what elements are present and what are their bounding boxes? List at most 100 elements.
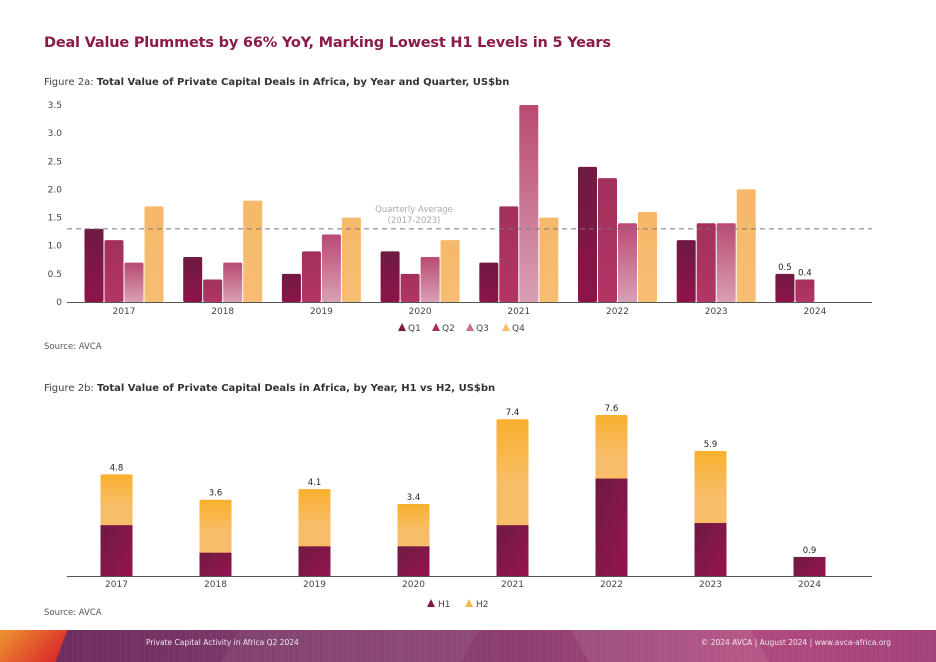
bar-h2-2020 (397, 503, 430, 548)
legend-triangle-icon (427, 599, 435, 607)
bar-q3-2022 (618, 223, 637, 302)
y-tick-label: 3.0 (48, 129, 63, 139)
bar-q4-2019 (341, 217, 361, 302)
bar-q2-2017 (104, 240, 124, 302)
figure-2a-title: Figure 2a: Total Value of Private Capita… (44, 77, 509, 88)
page-headline: Deal Value Plummets by 66% YoY, Marking … (44, 35, 611, 51)
y-tick-label: 2.5 (48, 157, 62, 167)
bar-q1-2017 (84, 228, 104, 302)
bar-q1-2021 (479, 262, 499, 302)
total-label: 3.4 (407, 493, 421, 503)
bar-q2-2022 (598, 178, 617, 302)
legend-label: Q2 (442, 324, 455, 334)
bar-q3-2023 (716, 223, 736, 302)
x-tick-label: 2019 (303, 580, 326, 590)
x-tick-label: 2023 (705, 307, 728, 317)
x-tick-label: 2022 (600, 580, 623, 590)
quarterly-average-label: Quarterly Average (375, 205, 453, 215)
legend-label: Q3 (476, 324, 489, 334)
bar-q1-2022 (578, 166, 597, 302)
bar-q3-2017 (124, 262, 144, 302)
total-label: 7.4 (506, 408, 520, 418)
bar-h1-2020 (397, 546, 430, 576)
quarterly-average-period: (2017-2023) (388, 216, 441, 226)
legend-item-h2: H2 (465, 599, 489, 610)
bar-q1-2024 (775, 273, 795, 302)
bar-q4-2020 (440, 240, 460, 302)
bar-h2-2022 (595, 415, 628, 480)
footer-pattern (0, 630, 936, 662)
legend-item-h1: H1 (427, 599, 451, 610)
total-label: 5.9 (704, 440, 718, 450)
x-tick-label: 2024 (803, 307, 826, 317)
bar-h2-2018 (199, 499, 232, 554)
bar-q2-2021 (499, 206, 519, 302)
x-tick-label: 2021 (507, 307, 530, 317)
x-tick-label: 2023 (699, 580, 722, 590)
bar-q4-2023 (736, 189, 756, 302)
legend-triangle-icon (502, 323, 510, 331)
x-tick-label: 2022 (606, 307, 629, 317)
legend-label: H2 (476, 600, 489, 610)
bar-h2-2019 (298, 489, 331, 548)
bar-h1-2023 (694, 523, 727, 576)
x-tick-label: 2021 (501, 580, 524, 590)
legend-label: Q1 (408, 324, 421, 334)
total-label: 4.8 (110, 463, 124, 473)
bar-h2-2017 (100, 474, 133, 527)
y-tick-label: 0 (56, 298, 62, 308)
y-tick-label: 1.5 (48, 214, 62, 224)
page-footer: Private Capital Activity in Africa Q2 20… (0, 630, 936, 662)
x-tick-label: 2019 (310, 307, 333, 317)
figure-2b-source: Source: AVCA (44, 608, 102, 618)
legend-triangle-icon (398, 323, 406, 331)
legend-item-q2: Q2 (432, 323, 455, 334)
bar-q3-2018 (223, 262, 243, 302)
total-label: 4.1 (308, 478, 322, 488)
figure-2b-title: Figure 2b: Total Value of Private Capita… (44, 383, 495, 394)
figure-2b-prefix: Figure 2b: (44, 383, 97, 394)
total-label: 7.6 (605, 404, 619, 414)
bar-h1-2017 (100, 525, 133, 576)
bar-q2-2020 (400, 273, 420, 302)
x-tick-label: 2017 (113, 307, 136, 317)
figure-2a-source: Source: AVCA (44, 342, 102, 352)
legend-triangle-icon (466, 323, 474, 331)
bar-q4-2017 (144, 206, 164, 302)
bar-q3-2021 (519, 105, 539, 302)
figure-2a-prefix: Figure 2a: (44, 77, 97, 88)
bar-q1-2018 (183, 256, 203, 302)
legend-label: Q4 (512, 324, 525, 334)
total-label: 0.9 (803, 546, 817, 556)
bar-h1-2019 (298, 546, 331, 576)
legend-label: H1 (438, 600, 451, 610)
bar-q3-2020 (420, 256, 440, 302)
figure-2b-title-text: Total Value of Private Capital Deals in … (96, 383, 496, 394)
figure-2a-chart: 0 0.5 1.0 1.5 2.0 2.5 3.0 3.5 Quarterly Average… (48, 101, 872, 334)
x-tick-label: 2020 (409, 307, 432, 317)
x-tick-label: 2024 (798, 580, 821, 590)
bar-q1-2020 (380, 251, 400, 302)
x-tick-label: 2020 (402, 580, 425, 590)
bar-q1-2019 (281, 273, 301, 302)
x-tick-label: 2018 (211, 307, 234, 317)
total-label: 3.6 (209, 489, 223, 499)
x-tick-label: 2017 (105, 580, 128, 590)
y-tick-label: 2.0 (48, 185, 63, 195)
bar-q2-2023 (696, 223, 716, 302)
bar-h2-2023 (694, 451, 727, 525)
bar-h1-2022 (595, 478, 628, 576)
bar-q3-2019 (321, 234, 341, 302)
legend-item-q3: Q3 (466, 323, 489, 334)
bar-h1-2018 (199, 552, 232, 576)
legend-triangle-icon (465, 599, 473, 607)
bar-q2-2019 (301, 251, 321, 302)
y-tick-label: 0.5 (48, 270, 62, 280)
bar-q4-2022 (638, 211, 657, 302)
data-label: 0.5 (778, 263, 792, 273)
figure-2a-title-text: Total Value of Private Capital Deals in … (96, 77, 510, 88)
bar-h1-2021 (496, 525, 529, 576)
bar-q4-2021 (539, 217, 559, 302)
bar-h2-2021 (496, 419, 529, 527)
x-tick-label: 2018 (204, 580, 227, 590)
